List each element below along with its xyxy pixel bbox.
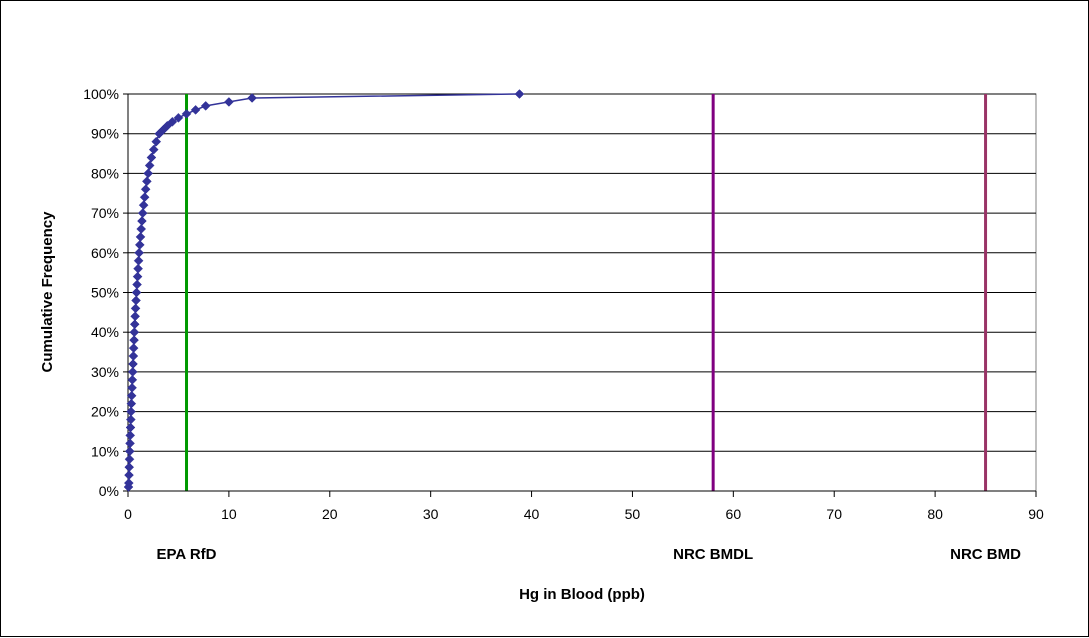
data-point xyxy=(140,184,151,195)
x-tick-label: 10 xyxy=(221,506,237,522)
data-point xyxy=(129,319,140,330)
data-point xyxy=(514,89,525,99)
data-point xyxy=(131,295,141,306)
data-point xyxy=(181,108,192,119)
data-point xyxy=(131,287,142,298)
series xyxy=(123,89,525,492)
data-point xyxy=(224,97,234,107)
y-tick-label: 30% xyxy=(91,364,119,380)
data-point xyxy=(125,438,135,449)
y-tick-label: 90% xyxy=(91,126,119,142)
data-point xyxy=(130,303,141,314)
data-point xyxy=(133,255,144,266)
data-point xyxy=(151,136,162,147)
y-tick-label: 0% xyxy=(99,483,119,499)
data-point xyxy=(124,454,135,465)
data-point xyxy=(146,152,157,163)
y-tick-label: 80% xyxy=(91,165,119,181)
data-point xyxy=(126,390,137,401)
data-point xyxy=(125,414,136,425)
x-axis-title: Hg in Blood (ppb) xyxy=(519,586,645,603)
y-tick-label: 10% xyxy=(91,443,119,459)
data-point xyxy=(127,374,138,385)
y-tick-label: 60% xyxy=(91,245,119,261)
data-point xyxy=(124,462,135,473)
y-tick-label: 40% xyxy=(91,324,119,340)
data-point xyxy=(127,382,137,393)
x-tick-label: 20 xyxy=(322,506,338,522)
x-tick-label: 50 xyxy=(625,506,641,522)
data-point xyxy=(148,144,159,155)
data-point xyxy=(144,160,155,171)
data-point xyxy=(136,224,147,234)
data-point xyxy=(247,93,257,103)
x-tick-label: 80 xyxy=(927,506,943,522)
data-point xyxy=(129,327,140,338)
reference-lines xyxy=(185,94,988,491)
x-tick-label: 70 xyxy=(826,506,842,522)
data-point xyxy=(137,208,148,218)
data-point xyxy=(123,478,134,488)
y-tick-label: 20% xyxy=(91,404,119,420)
data-point xyxy=(138,200,149,211)
data-point xyxy=(135,232,146,242)
y-axis-title: Cumulative Frequency xyxy=(39,211,56,373)
data-point xyxy=(133,263,143,274)
data-point xyxy=(130,311,141,322)
reference-line-label: NRC BMD xyxy=(950,546,1021,563)
data-point xyxy=(143,168,154,179)
data-point xyxy=(127,367,138,377)
x-tick-label: 90 xyxy=(1028,506,1044,522)
data-point xyxy=(200,101,211,111)
reference-line-label: NRC BMDL xyxy=(673,546,753,563)
y-tick-label: 50% xyxy=(91,285,119,301)
data-point xyxy=(124,446,135,457)
data-point xyxy=(128,359,138,369)
data-point xyxy=(126,398,137,409)
data-point xyxy=(139,192,150,203)
data-point xyxy=(124,470,134,480)
data-point xyxy=(125,430,136,441)
axis-labels: 0% 10% 20% 30% 40% 50% 60% 70% 80% 90% 100% 0 10 20 30… xyxy=(83,86,1044,563)
gridlines xyxy=(128,93,1036,452)
axes xyxy=(123,93,1037,497)
x-tick-label: 60 xyxy=(726,506,742,522)
data-point xyxy=(132,279,142,290)
x-tick-label: 30 xyxy=(423,506,439,522)
data-point xyxy=(190,105,201,115)
y-tick-label: 100% xyxy=(83,86,119,102)
data-point xyxy=(129,335,139,345)
data-point xyxy=(137,216,147,226)
data-point xyxy=(167,116,178,127)
data-point xyxy=(132,271,143,282)
data-point xyxy=(128,351,139,361)
y-tick-label: 70% xyxy=(91,205,119,221)
data-point xyxy=(128,343,139,353)
data-point xyxy=(125,422,136,433)
reference-line-label: EPA RfD xyxy=(157,546,217,563)
data-point xyxy=(134,240,145,250)
x-tick-label: 40 xyxy=(524,506,540,522)
data-point xyxy=(134,247,144,258)
x-tick-label: 0 xyxy=(124,506,132,522)
data-point xyxy=(142,176,152,187)
data-point xyxy=(173,112,184,123)
data-point xyxy=(126,406,136,417)
